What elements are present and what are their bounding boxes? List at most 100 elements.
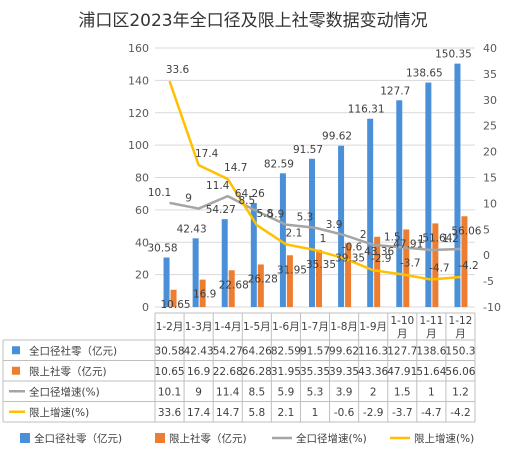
bar-total <box>338 145 345 307</box>
bar-total <box>309 158 315 307</box>
table-cell: 30.58 <box>155 345 185 357</box>
bar-above-limit <box>170 289 177 307</box>
table-cell: 82.59 <box>271 345 301 357</box>
table-cell: 1 <box>312 407 319 419</box>
bar-above-limit <box>257 264 264 307</box>
table-legend-key <box>12 366 20 375</box>
table-cell: 10.1 <box>158 386 181 398</box>
left-tick-label: 40 <box>135 236 149 249</box>
line-data-label: 5.9 <box>268 209 285 221</box>
line-data-label: -4.7 <box>429 263 450 275</box>
data-label: 35.35 <box>306 259 336 271</box>
right-tick-label: -10 <box>483 301 501 314</box>
table-cell: 14.7 <box>216 407 239 419</box>
data-label: 138.65 <box>406 68 443 80</box>
bar-above-limit <box>432 223 439 307</box>
right-tick-label: 40 <box>483 42 497 55</box>
bar-above-limit <box>199 279 206 307</box>
left-tick-label: 60 <box>135 204 149 217</box>
bar-above-limit <box>286 255 293 307</box>
table-cell: 2.1 <box>278 407 295 419</box>
table-cell: 51.64 <box>416 366 446 378</box>
table-category: 1-10 <box>390 315 414 327</box>
table-cell: 42.43 <box>184 345 214 357</box>
bar-above-limit <box>345 243 352 307</box>
table-cell: -4.2 <box>450 407 471 419</box>
legend-label: 限上增速(%) <box>414 432 474 445</box>
table-cell: 26.28 <box>242 366 272 378</box>
chart-title: 浦口区2023年全口径及限上社零数据变动情况 <box>78 11 427 31</box>
table-cell: 127.7 <box>387 345 417 357</box>
data-label: 150.35 <box>435 49 472 61</box>
table-cell: 31.95 <box>271 366 301 378</box>
left-tick-label: 140 <box>128 74 149 87</box>
data-label: 10.65 <box>161 299 191 311</box>
line-data-label: 2 <box>360 229 367 241</box>
data-label: 30.58 <box>148 242 178 254</box>
bar-total <box>163 257 170 307</box>
bar-above-limit <box>461 216 468 307</box>
table-cell: -3.7 <box>392 407 413 419</box>
table-cell: -0.6 <box>334 407 355 419</box>
bar-total <box>279 173 286 307</box>
line-data-label: 1.5 <box>384 231 401 243</box>
left-tick-label: 0 <box>142 301 149 314</box>
bar-above-limit <box>228 270 235 307</box>
table-category: 1-5月 <box>243 321 271 333</box>
line-data-label: 11.4 <box>206 180 230 192</box>
table-category: 1-2月 <box>156 321 184 333</box>
line-data-label: -4.2 <box>458 260 479 272</box>
left-tick-label: 80 <box>135 172 149 185</box>
table-cell: -2.9 <box>363 407 384 419</box>
legend-label: 全口径增速(%) <box>296 432 367 445</box>
table-cell: 5.8 <box>248 407 265 419</box>
table-cell: 64.26 <box>242 345 272 357</box>
data-label: 47.91 <box>393 238 423 250</box>
left-axis-ticks: 0 20 40 60 80 100 120 140 160 <box>128 42 149 314</box>
line-data-label: 1 <box>320 233 327 245</box>
table-row-header: 全口径社零（亿元) <box>29 344 117 357</box>
line-data-label: 3.9 <box>326 219 343 231</box>
bar-series <box>163 63 468 308</box>
table-cell: 5.9 <box>278 386 295 398</box>
table-cell: 2 <box>370 386 377 398</box>
line-data-label: 10.1 <box>148 187 171 199</box>
table-cell: 39.35 <box>329 366 359 378</box>
table-category: 月 <box>397 328 408 340</box>
data-label: 43.36 <box>364 246 394 258</box>
table-cell: 5.3 <box>307 386 324 398</box>
data-label: 54.27 <box>206 204 236 216</box>
table-cell: 3.9 <box>336 386 353 398</box>
data-label: 99.62 <box>322 131 352 143</box>
bar-total <box>396 100 403 308</box>
left-tick-label: 160 <box>128 42 149 55</box>
table-cell: 54.27 <box>213 345 243 357</box>
table-cell: 138.6 <box>416 345 446 357</box>
bar-total <box>367 118 374 307</box>
right-tick-label: 5 <box>483 223 490 236</box>
data-label: 127.7 <box>380 85 410 97</box>
bar-total <box>250 202 257 307</box>
table-category: 月 <box>426 328 437 340</box>
data-label: 82.59 <box>264 158 294 170</box>
data-label: 22.68 <box>219 279 249 291</box>
data-label: 39.35 <box>335 252 365 264</box>
right-tick-label: -5 <box>483 275 494 288</box>
line-data-label: 2.1 <box>286 227 303 239</box>
table-cell: 8.5 <box>248 386 265 398</box>
line-data-label: 33.6 <box>166 64 190 76</box>
table-cell: 33.6 <box>158 407 182 419</box>
bar-above-limit <box>403 229 410 307</box>
line-data-label: 14.7 <box>224 162 247 174</box>
table-cell: 10.65 <box>155 366 185 378</box>
legend-label: 全口径社零（亿元) <box>34 432 122 445</box>
table-legend-key <box>12 346 20 355</box>
right-tick-label: 10 <box>483 197 497 210</box>
bar-above-limit <box>316 249 322 307</box>
line-data-label: 8.5 <box>238 195 255 207</box>
table-category: 1-4月 <box>214 321 242 333</box>
right-tick-label: 30 <box>483 94 497 107</box>
table-cell: 47.91 <box>387 366 417 378</box>
bar-total <box>192 238 199 307</box>
